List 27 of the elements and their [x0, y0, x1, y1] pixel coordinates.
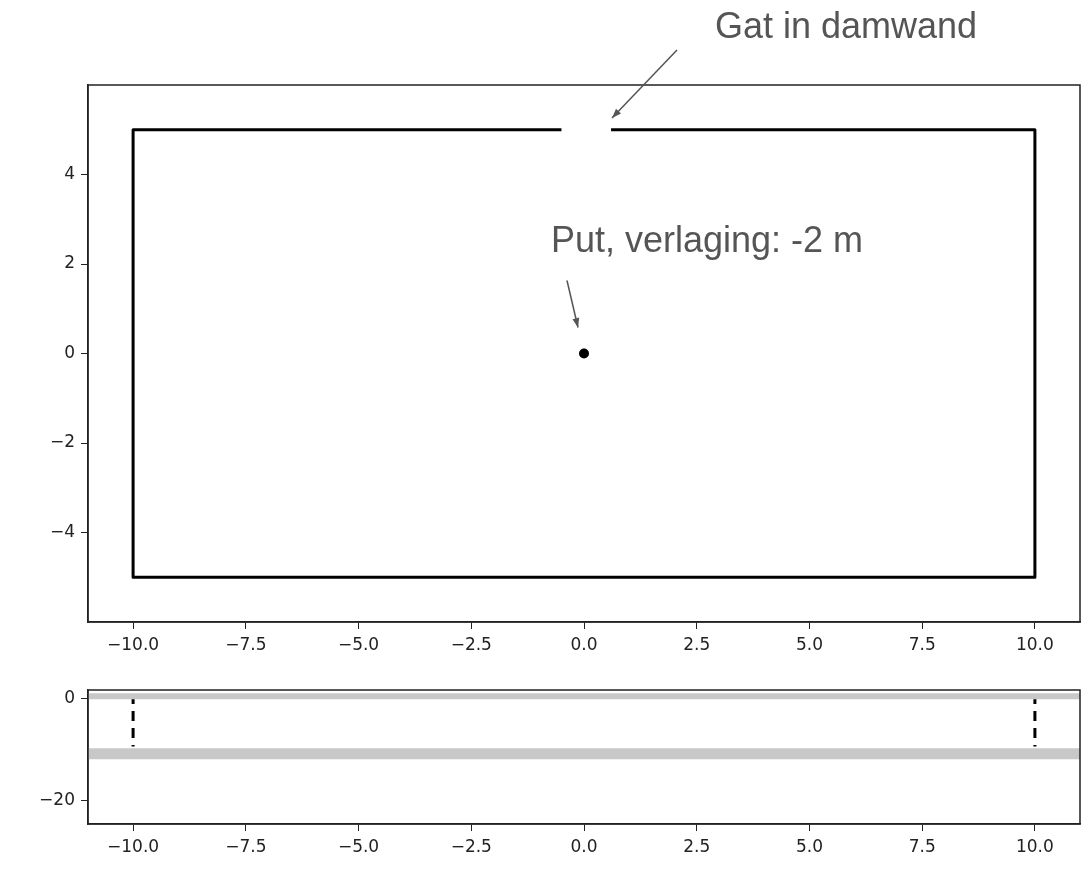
- x-tick-label: 2.5: [683, 835, 711, 856]
- x-tick-label: 10.0: [1015, 835, 1054, 856]
- x-tick-label: 5.0: [795, 835, 823, 856]
- x-tick-label: 7.5: [908, 835, 936, 856]
- x-tick-label: 0.0: [570, 835, 598, 856]
- x-tick-label: −7.5: [225, 835, 267, 856]
- y-tick-label: 4: [64, 162, 75, 183]
- y-tick-label: 2: [64, 252, 75, 273]
- y-tick-label: −4: [49, 520, 75, 541]
- x-tick-label: −5.0: [337, 633, 380, 654]
- annotation: Put, verlaging: -2 m: [550, 219, 864, 261]
- x-tick-label: −2.5: [450, 633, 492, 654]
- x-tick-label: 10.0: [1015, 633, 1054, 654]
- x-tick-label: 0.0: [570, 633, 598, 654]
- text: Gat in damwand: [714, 4, 978, 46]
- x-tick-label: −5.0: [337, 835, 380, 856]
- y-tick-label: −2: [49, 431, 75, 452]
- x-tick-label: −2.5: [450, 835, 492, 856]
- y-tick-label: −20: [39, 789, 75, 810]
- x-tick-label: −10.0: [107, 633, 160, 654]
- x-tick-label: −7.5: [225, 633, 267, 654]
- x-tick-label: 5.0: [795, 633, 823, 654]
- y-tick-label: 0: [64, 686, 75, 707]
- y-tick-label: 0: [64, 341, 75, 362]
- x-tick-label: −10.0: [107, 835, 160, 856]
- x-tick-label: 7.5: [908, 633, 936, 654]
- x-tick-label: 2.5: [683, 633, 711, 654]
